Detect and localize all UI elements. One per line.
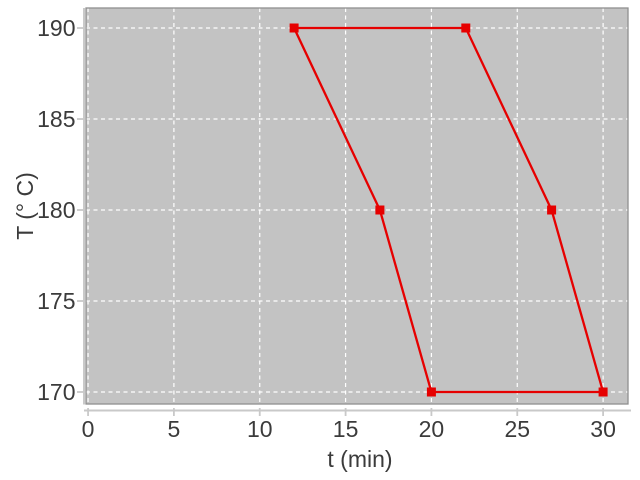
data-point: [289, 23, 299, 33]
series-markers-temperature-cycle: [289, 23, 608, 397]
y-tick-label: 190: [37, 15, 75, 41]
data-point: [461, 23, 471, 33]
x-tick-label: 5: [168, 416, 181, 442]
data-point: [598, 387, 608, 397]
y-axis-title: T (° C): [12, 172, 38, 240]
plot-area: [86, 8, 628, 404]
x-tick-label: 25: [504, 416, 530, 442]
axis-ticks: [77, 27, 605, 416]
x-axis-title: t (min): [327, 446, 392, 472]
x-tick-label: 15: [333, 416, 359, 442]
plot-border: [85, 7, 629, 405]
tick-labels: 170 175 180 185 190 0 5 10 15 20 25 30: [37, 15, 616, 442]
data-point: [547, 205, 557, 215]
x-tick-label: 10: [247, 416, 273, 442]
x-tick-label: 30: [590, 416, 616, 442]
data-point: [426, 387, 436, 397]
y-tick-label: 185: [37, 106, 75, 132]
y-tick-label: 180: [37, 197, 75, 223]
data-point: [375, 205, 385, 215]
x-tick-label: 20: [419, 416, 445, 442]
y-tick-label: 170: [37, 379, 75, 405]
x-tick-label: 0: [82, 416, 95, 442]
y-tick-label: 175: [37, 288, 75, 314]
